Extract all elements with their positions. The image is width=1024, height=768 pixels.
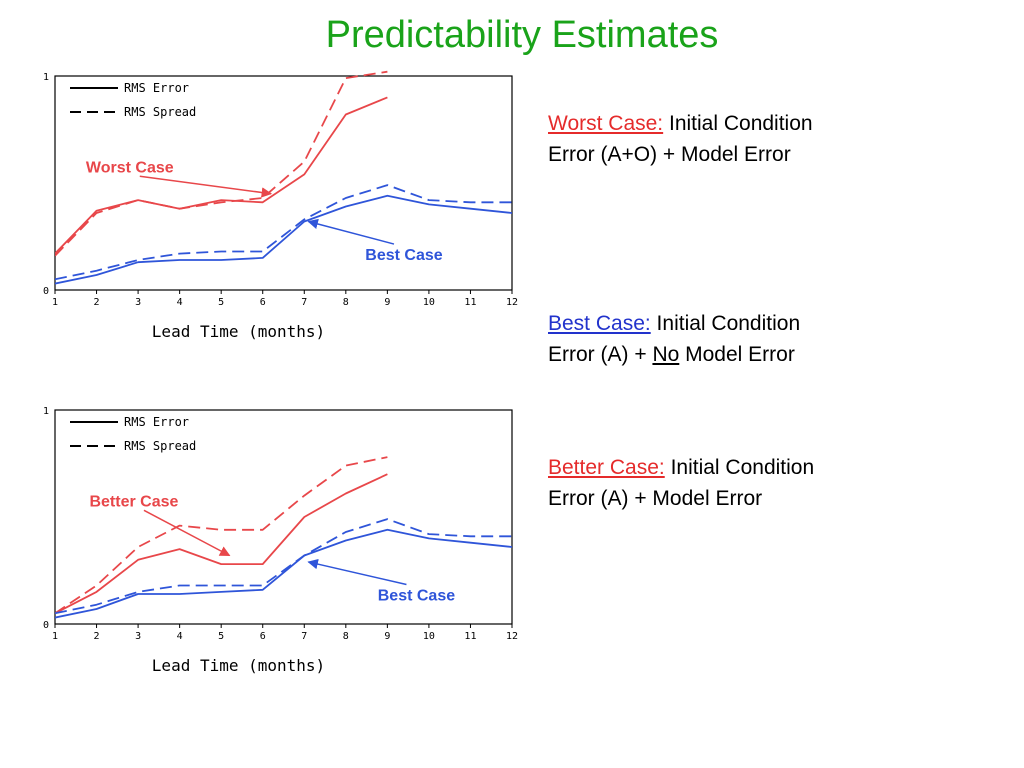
legend-item-rms-error: RMS Error	[124, 81, 189, 95]
series-line-blue-spread	[55, 184, 512, 281]
annotation-arrow	[143, 509, 231, 557]
series-group	[55, 70, 512, 285]
note-better-line2: Error (A) + Model Error	[548, 487, 763, 510]
x-tick-label: 6	[260, 297, 266, 308]
note-worst-line2: Error (A+O) + Model Error	[548, 143, 791, 166]
legend-item-rms-error: RMS Error	[124, 415, 189, 429]
series-line-red-spread	[55, 456, 388, 615]
x-axis-title: Lead Time (months)	[152, 656, 325, 675]
x-tick-label: 3	[135, 631, 141, 642]
note-best-no: No	[652, 343, 680, 366]
x-tick-label: 11	[464, 631, 476, 642]
x-tick-label: 7	[301, 631, 307, 642]
x-tick-label: 6	[260, 631, 266, 642]
annotation-label: Best Case	[378, 587, 455, 604]
y-tick-label: 1	[43, 406, 49, 417]
x-tick-label: 3	[135, 297, 141, 308]
chart-worst-best: 1 2 3 4 5 6 7 8 9 10 11 12 0 1 Lead Time (months) RMS E…	[30, 68, 530, 368]
x-tick-label: 2	[94, 297, 100, 308]
x-tick-label: 2	[94, 631, 100, 642]
series-line-red-spread	[55, 70, 388, 257]
note-best-line2-pre: Error (A) +	[548, 343, 653, 366]
annotation-label: Best Case	[365, 247, 442, 264]
x-tick-label: 4	[177, 297, 183, 308]
y-tick-label: 0	[43, 620, 49, 631]
chart-better-best: 1 2 3 4 5 6 7 8 9 10 11 12 0 1 Lead Time (months) RMS E…	[30, 402, 530, 702]
note-worst-case: Worst Case: Initial Condition Error (A+O…	[548, 108, 1008, 170]
note-better-case: Better Case: Initial Condition Error (A)…	[548, 452, 1008, 514]
x-tick-label: 10	[423, 631, 435, 642]
series-line-blue-error	[55, 194, 512, 285]
series-group	[55, 456, 512, 619]
plot-frame	[54, 75, 513, 291]
y-tick-label: 1	[43, 72, 49, 83]
legend-item-rms-spread: RMS Spread	[124, 439, 196, 453]
x-axis-title: Lead Time (months)	[152, 322, 325, 341]
note-best-line1: Initial Condition	[650, 312, 801, 335]
series-line-blue-spread	[55, 518, 512, 615]
note-best-head: Best Case:	[548, 312, 651, 335]
x-tick-label: 5	[218, 631, 224, 642]
note-better-head: Better Case:	[548, 456, 665, 479]
y-tick-label: 0	[43, 286, 49, 297]
x-tick-label: 9	[384, 297, 390, 308]
x-tick-label: 1	[52, 631, 58, 642]
x-tick-label: 4	[177, 631, 183, 642]
series-line-blue-error	[55, 528, 512, 619]
x-tick-label: 8	[343, 297, 349, 308]
plot-frame	[54, 409, 513, 625]
x-tick-label: 9	[384, 631, 390, 642]
legend-item-rms-spread: RMS Spread	[124, 105, 196, 119]
note-worst-head: Worst Case:	[548, 112, 664, 135]
annotation-arrow	[307, 558, 407, 586]
x-tick-label: 8	[343, 631, 349, 642]
annotation-arrow	[307, 218, 395, 245]
series-line-red-error	[55, 473, 388, 615]
page-title: Predictability Estimates	[325, 14, 719, 56]
annotation-arrow	[139, 175, 273, 198]
annotation-label: Worst Case	[86, 159, 174, 176]
x-tick-label: 12	[506, 297, 518, 308]
x-tick-label: 5	[218, 297, 224, 308]
note-best-line2-post: Model Error	[679, 343, 795, 366]
series-line-red-error	[55, 96, 388, 255]
x-tick-label: 7	[301, 297, 307, 308]
note-better-line1: Initial Condition	[664, 456, 815, 479]
note-best-case: Best Case: Initial Condition Error (A) +…	[548, 308, 1008, 370]
note-worst-line1: Initial Condition	[663, 112, 813, 135]
x-tick-label: 12	[506, 631, 518, 642]
x-tick-label: 11	[464, 297, 476, 308]
x-tick-label: 10	[423, 297, 435, 308]
annotation-label: Better Case	[89, 493, 178, 510]
x-tick-label: 1	[52, 297, 58, 308]
